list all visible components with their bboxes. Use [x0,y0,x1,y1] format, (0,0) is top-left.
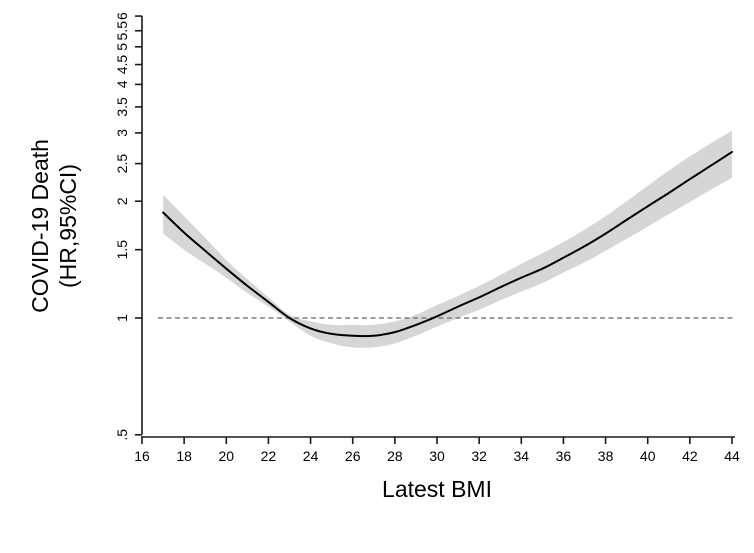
x-tick-label: 24 [303,448,319,464]
y-tick-label: 4.5 [114,55,130,75]
x-tick-label: 40 [640,448,656,464]
y-tick-label: 3.5 [114,97,130,117]
y-tick-label: 5.5 [114,21,130,41]
curve-layer [162,150,733,338]
y-tick-label: 2.5 [114,154,130,174]
x-tick-label: 32 [471,448,487,464]
y-axis-title-line2: (HR,95%CI) [55,164,81,288]
y-tick-label: 6 [114,12,130,20]
x-tick-label: 38 [598,448,614,464]
y-tick-label: 4 [114,80,130,88]
y-tick-label: 1 [114,314,130,322]
axes-layer: .5 1 1.5 2 2.5 3 3.5 4 4.5 5 5.56 16 18 20 22 24 26 28 30 3… [114,12,740,464]
x-tick-label: 44 [724,448,740,464]
y-tick-label: 1.5 [114,240,130,260]
ci-band-layer [163,130,733,348]
y-tick-label: 2 [114,197,130,205]
x-tick-label: 16 [134,448,150,464]
x-tick-label: 34 [513,448,529,464]
x-tick-label: 26 [345,448,361,464]
x-axis-title: Latest BMI [382,476,492,502]
y-tick-label: 3 [114,129,130,137]
x-tick-label: 28 [387,448,403,464]
x-tick-label: 18 [176,448,192,464]
x-tick-label: 20 [218,448,234,464]
x-tick-label: 42 [682,448,698,464]
x-tick-label: 30 [429,448,445,464]
ci-band [163,130,733,348]
y-tick-label: .5 [114,429,130,441]
x-tick-label: 22 [261,448,277,464]
x-tick-label: 36 [556,448,572,464]
y-axis-title-line1: COVID-19 Death [27,139,53,313]
y-tick-label: 5 [114,43,130,51]
hazard-ratio-curve [162,150,733,338]
